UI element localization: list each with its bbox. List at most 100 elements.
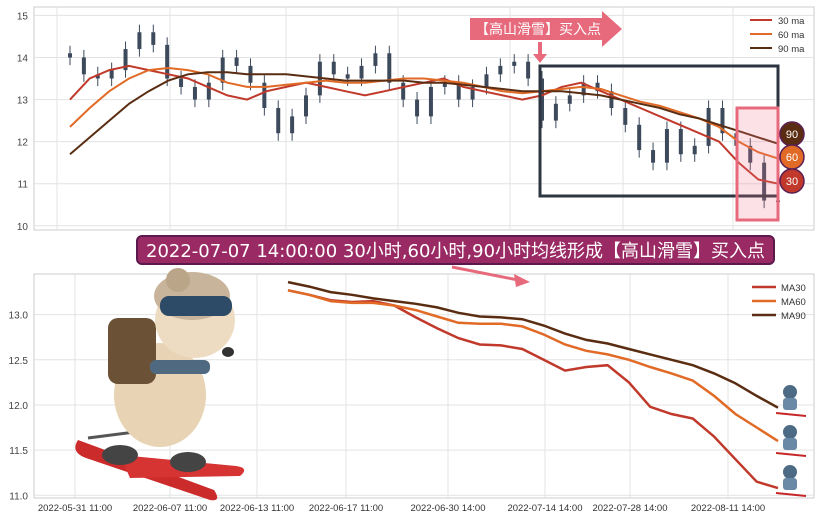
- candle-body: [137, 32, 142, 50]
- candle-body: [373, 53, 378, 66]
- y-tick-label: 12.5: [9, 356, 29, 367]
- decorations: [75, 268, 807, 501]
- ma-line-MA60: [287, 289, 779, 443]
- y-tick-label: 14: [17, 53, 29, 64]
- candle-body: [678, 129, 683, 155]
- top-price-chart: 10 11 12 13 14 15 30 ma 60 ma 90 ma 【高山滑雪】买入点 90 60…: [17, 6, 815, 233]
- x-tick-label: 2022-08-11 14:00: [691, 503, 765, 514]
- mini-skier-body-icon: [783, 398, 797, 410]
- candle-body: [290, 116, 295, 134]
- y-tick-label: 11.5: [9, 446, 28, 457]
- y-tick-label: 11.0: [9, 491, 28, 502]
- candle-body: [179, 78, 184, 87]
- legend-label: 60 ma: [778, 30, 805, 41]
- candle-body: [512, 61, 517, 66]
- mini-ski-icon: [775, 412, 807, 417]
- signal-banner: 2022-07-07 14:00:00 30小时,60小时,90小时均线形成【高…: [136, 235, 776, 265]
- mini-skier-body-icon: [783, 478, 797, 490]
- candle-body: [123, 49, 128, 71]
- y-tick-label: 13.0: [9, 311, 29, 322]
- legend-label: MA30: [781, 283, 806, 294]
- ma-badge-label: 30: [786, 176, 798, 188]
- plot-frame: [33, 6, 815, 231]
- candle-body: [151, 32, 156, 45]
- candle-body: [692, 145, 697, 155]
- candle-body: [456, 82, 461, 100]
- backpack-icon: [108, 318, 156, 384]
- candle-body: [637, 124, 642, 151]
- legend-label: 90 ma: [778, 44, 805, 55]
- mini-ski-icon: [775, 452, 807, 457]
- legend-label: MA90: [781, 311, 806, 322]
- candle-body: [651, 150, 656, 163]
- candle-body: [95, 74, 100, 79]
- x-tick-label: 2022-07-28 14:00: [592, 503, 667, 514]
- ma-line-MA30: [287, 289, 779, 490]
- candle-body: [442, 82, 447, 87]
- candle-body: [234, 57, 239, 66]
- candle-body: [276, 107, 281, 134]
- mini-ski-icon: [775, 492, 807, 497]
- candle-body: [623, 107, 628, 125]
- goggles-icon: [160, 296, 232, 316]
- candle-body: [401, 82, 406, 100]
- candle-body: [387, 53, 392, 83]
- candle-body: [428, 86, 433, 117]
- candle-body: [526, 61, 531, 79]
- candle-body: [748, 145, 753, 163]
- candle-body: [220, 57, 225, 83]
- boot-icon: [170, 452, 206, 472]
- callout-arrow: [470, 11, 622, 47]
- candle-body: [540, 78, 544, 121]
- candle-body: [415, 99, 420, 117]
- candle-body: [304, 95, 308, 117]
- scarf-icon: [150, 360, 210, 374]
- ma-line-90ma: [69, 71, 779, 156]
- x-tick-label: 2022-06-13 11:00: [220, 503, 294, 514]
- legend-label: 30 ma: [778, 16, 805, 27]
- pompom-icon: [166, 268, 190, 292]
- candle-body: [165, 44, 170, 79]
- legend-label: MA60: [781, 297, 806, 308]
- x-tick-label: 2022-07-14 14:00: [507, 503, 582, 514]
- callout-text: 【高山滑雪】买入点: [475, 21, 601, 38]
- y-tick-label: 12.0: [9, 401, 29, 412]
- dog-nose-icon: [222, 347, 234, 357]
- candle-body: [567, 95, 572, 104]
- down-arrow-head: [533, 54, 547, 63]
- ma-line-MA90: [287, 280, 779, 409]
- candle-body: [331, 61, 336, 75]
- candle-body: [609, 91, 614, 108]
- candle-body: [345, 74, 350, 79]
- candle-body: [706, 107, 711, 146]
- mini-skier-icon: [783, 465, 797, 479]
- candle-body: [581, 82, 586, 96]
- pointer-arrow-head: [514, 274, 530, 287]
- candle-body: [68, 53, 72, 58]
- candle-body: [109, 70, 114, 79]
- mini-skier-body-icon: [783, 438, 797, 450]
- x-tick-label: 2022-06-17 11:00: [309, 503, 383, 514]
- candle-body: [262, 82, 267, 108]
- signal-box: [735, 106, 780, 222]
- candle-body: [81, 57, 86, 75]
- candle-body: [664, 129, 669, 163]
- y-tick-label: 11: [18, 180, 29, 191]
- candle-body: [498, 65, 503, 75]
- x-tick-label: 2022-06-07 11:00: [133, 503, 207, 514]
- candle-body: [359, 65, 364, 79]
- x-tick-label: 2022-05-31 11:00: [38, 503, 112, 514]
- y-tick-label: 15: [17, 11, 29, 22]
- mini-skier-icon: [783, 425, 797, 439]
- ma-line-60ma: [69, 66, 779, 160]
- candle-body: [484, 74, 489, 87]
- y-tick-label: 13: [17, 96, 29, 107]
- pointer-arrow-stem: [451, 265, 519, 282]
- candle-body: [553, 103, 558, 121]
- candle-body: [470, 86, 475, 100]
- candle-body: [192, 86, 197, 100]
- candle-body: [206, 82, 211, 100]
- mini-skier-icon: [783, 385, 797, 399]
- x-tick-label: 2022-06-30 14:00: [410, 503, 485, 514]
